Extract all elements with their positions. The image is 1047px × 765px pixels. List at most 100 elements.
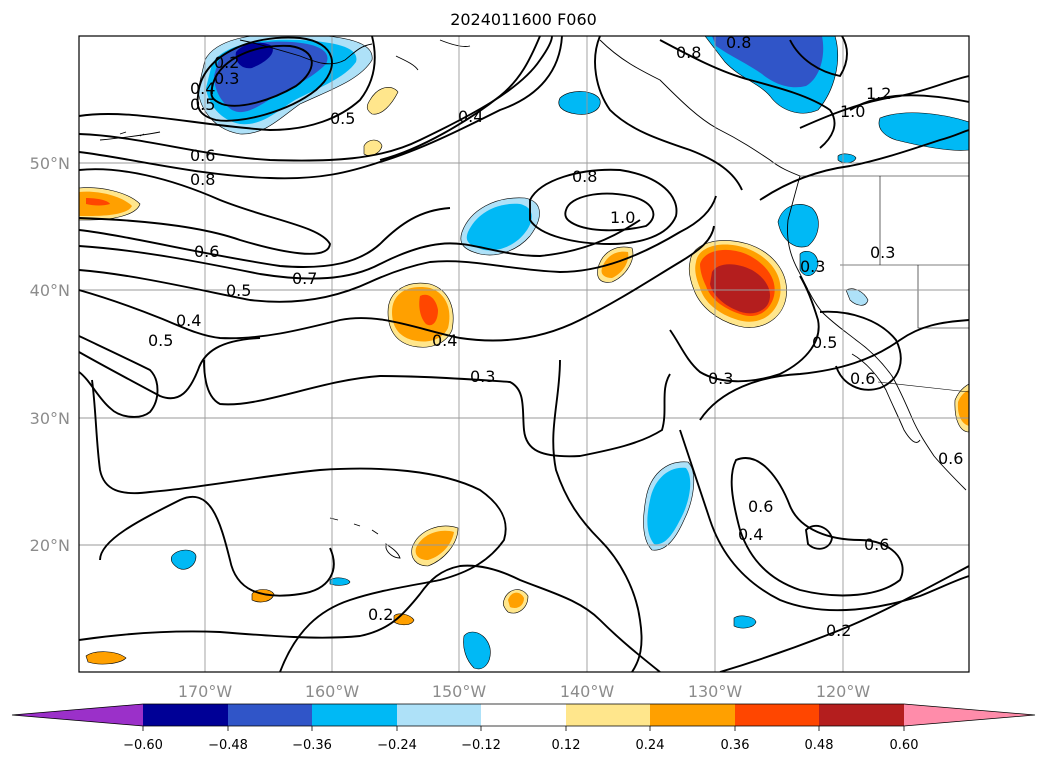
negative-anomaly-east (878, 112, 969, 151)
contour-label: 0.6 (938, 449, 963, 468)
coast-baja (851, 353, 921, 443)
negative-anomaly-small-3 (329, 577, 351, 586)
contour-06-inner (804, 524, 833, 550)
contour-07 (79, 219, 641, 280)
colorbar: −0.60 −0.48 −0.36 −0.24 −0.12 0.12 0.24 … (11, 703, 1036, 753)
lon-label: 130°W (688, 682, 743, 701)
colorbar-tick-label: −0.36 (292, 738, 332, 753)
contour-lines (79, 36, 969, 672)
positive-anomaly-west-r (86, 198, 110, 206)
contour-nw-2 (196, 36, 333, 122)
colorbar-tick-label: −0.24 (377, 738, 417, 753)
contour-06b (79, 207, 451, 268)
contour-label: 0.4 (190, 79, 215, 98)
negative-anomaly-small-7 (837, 153, 857, 164)
map-area: 0.2 0.3 0.4 0.5 0.5 0.6 0.8 0.4 0.8 0.8 … (78, 33, 970, 673)
contour-label: 0.8 (572, 167, 597, 186)
lon-label: 170°W (178, 682, 233, 701)
contour-label: 0.5 (330, 109, 355, 128)
contour-label: 0.8 (726, 33, 751, 52)
contour-08 (79, 36, 563, 180)
contour-label: 0.5 (812, 333, 837, 352)
colorbar-segment (312, 704, 397, 726)
contour-south-loop (99, 495, 335, 597)
borders (800, 175, 969, 393)
contour-08-center (529, 168, 678, 245)
contour-1-0 (564, 192, 655, 232)
contour-label: 1.0 (840, 102, 865, 121)
lon-label: 120°W (816, 682, 871, 701)
contour-label: 0.2 (826, 621, 851, 640)
positive-anomaly-small-7 (366, 87, 399, 115)
colorbar-tick-label: −0.12 (461, 738, 501, 753)
colorbar-tick-labels: −0.60 −0.48 −0.36 −0.24 −0.12 0.12 0.24 … (123, 738, 918, 753)
contour-03c (669, 275, 820, 383)
coast-westcoast (787, 175, 967, 491)
contour-nw-core (210, 44, 313, 107)
contour-label: 0.5 (190, 95, 215, 114)
negative-anomaly-mid-core (466, 203, 532, 251)
lat-label: 50°N (30, 154, 70, 173)
colorbar-tick-label: 0.24 (636, 738, 665, 753)
contour-label: 0.3 (214, 69, 239, 88)
colorbar-segment (12, 704, 143, 726)
positive-anomaly-mid-r (419, 294, 438, 326)
contour-04-lw (79, 337, 261, 400)
colorbar-ticks (142, 726, 905, 731)
contour-label: 0.8 (676, 43, 701, 62)
colorbar-segment (904, 704, 1035, 726)
lat-label: 40°N (30, 281, 70, 300)
contour-label: 0.2 (214, 53, 239, 72)
colorbar-tick-label: 0.12 (552, 738, 581, 753)
colorbar-tick-label: 0.48 (805, 738, 834, 753)
colorbar-tick-label: 0.60 (890, 738, 919, 753)
contour-label: 0.6 (864, 535, 889, 554)
coast-aleutian (99, 131, 161, 141)
contour-label: 0.5 (148, 331, 173, 350)
colorbar-segment (566, 704, 650, 726)
contour-02 (79, 564, 661, 672)
colorbar-segment (481, 704, 566, 726)
contour-east-rising (759, 129, 969, 201)
negative-anomaly-nw-max (235, 42, 273, 69)
contour-north-mid (594, 36, 743, 191)
latitude-labels: 50°N 40°N 30°N 20°N (30, 154, 70, 555)
coast-hawaii (329, 517, 401, 559)
contour-label: 0.4 (176, 311, 201, 330)
contour-ne-1 (789, 36, 848, 78)
contour-label: 0.6 (190, 146, 215, 165)
contour-labels: 0.2 0.3 0.4 0.5 0.5 0.6 0.8 0.4 0.8 0.8 … (148, 33, 963, 640)
contour-08-ne (659, 39, 836, 149)
contour-04-north (379, 36, 541, 161)
colorbar-segment (735, 704, 819, 726)
colorbar-tick-label: 0.36 (721, 738, 750, 753)
lat-label: 20°N (30, 536, 70, 555)
colorbar-segment (228, 704, 312, 726)
contour-label: 0.8 (190, 170, 215, 189)
contour-03-mid (552, 359, 643, 672)
contour-03b (203, 359, 671, 458)
contour-label: 0.3 (870, 243, 895, 262)
contour-05 (79, 195, 717, 303)
contour-label: 0.6 (748, 497, 773, 516)
contour-04-east (679, 429, 969, 612)
negative-anomaly-small-1 (558, 91, 601, 115)
plot-title: 2024011600 F060 (450, 10, 597, 29)
contour-06-east (730, 457, 904, 597)
contour-04 (79, 225, 715, 342)
contour-w-band (79, 168, 331, 255)
coast-northwest (599, 39, 801, 177)
lon-label: 160°W (305, 682, 360, 701)
border-states (840, 176, 969, 329)
contour-05-lw (79, 335, 159, 418)
negative-anomaly-small-6 (845, 288, 869, 306)
positive-anomaly-small-3o (508, 592, 524, 608)
contour-label: 0.5 (226, 281, 251, 300)
positive-anomaly-east-o (957, 390, 969, 426)
contour-05-east (819, 310, 902, 391)
lon-label: 140°W (560, 682, 615, 701)
contour-label: 0.6 (850, 369, 875, 388)
contour-label: 0.3 (708, 369, 733, 388)
lon-label: 150°W (432, 682, 487, 701)
